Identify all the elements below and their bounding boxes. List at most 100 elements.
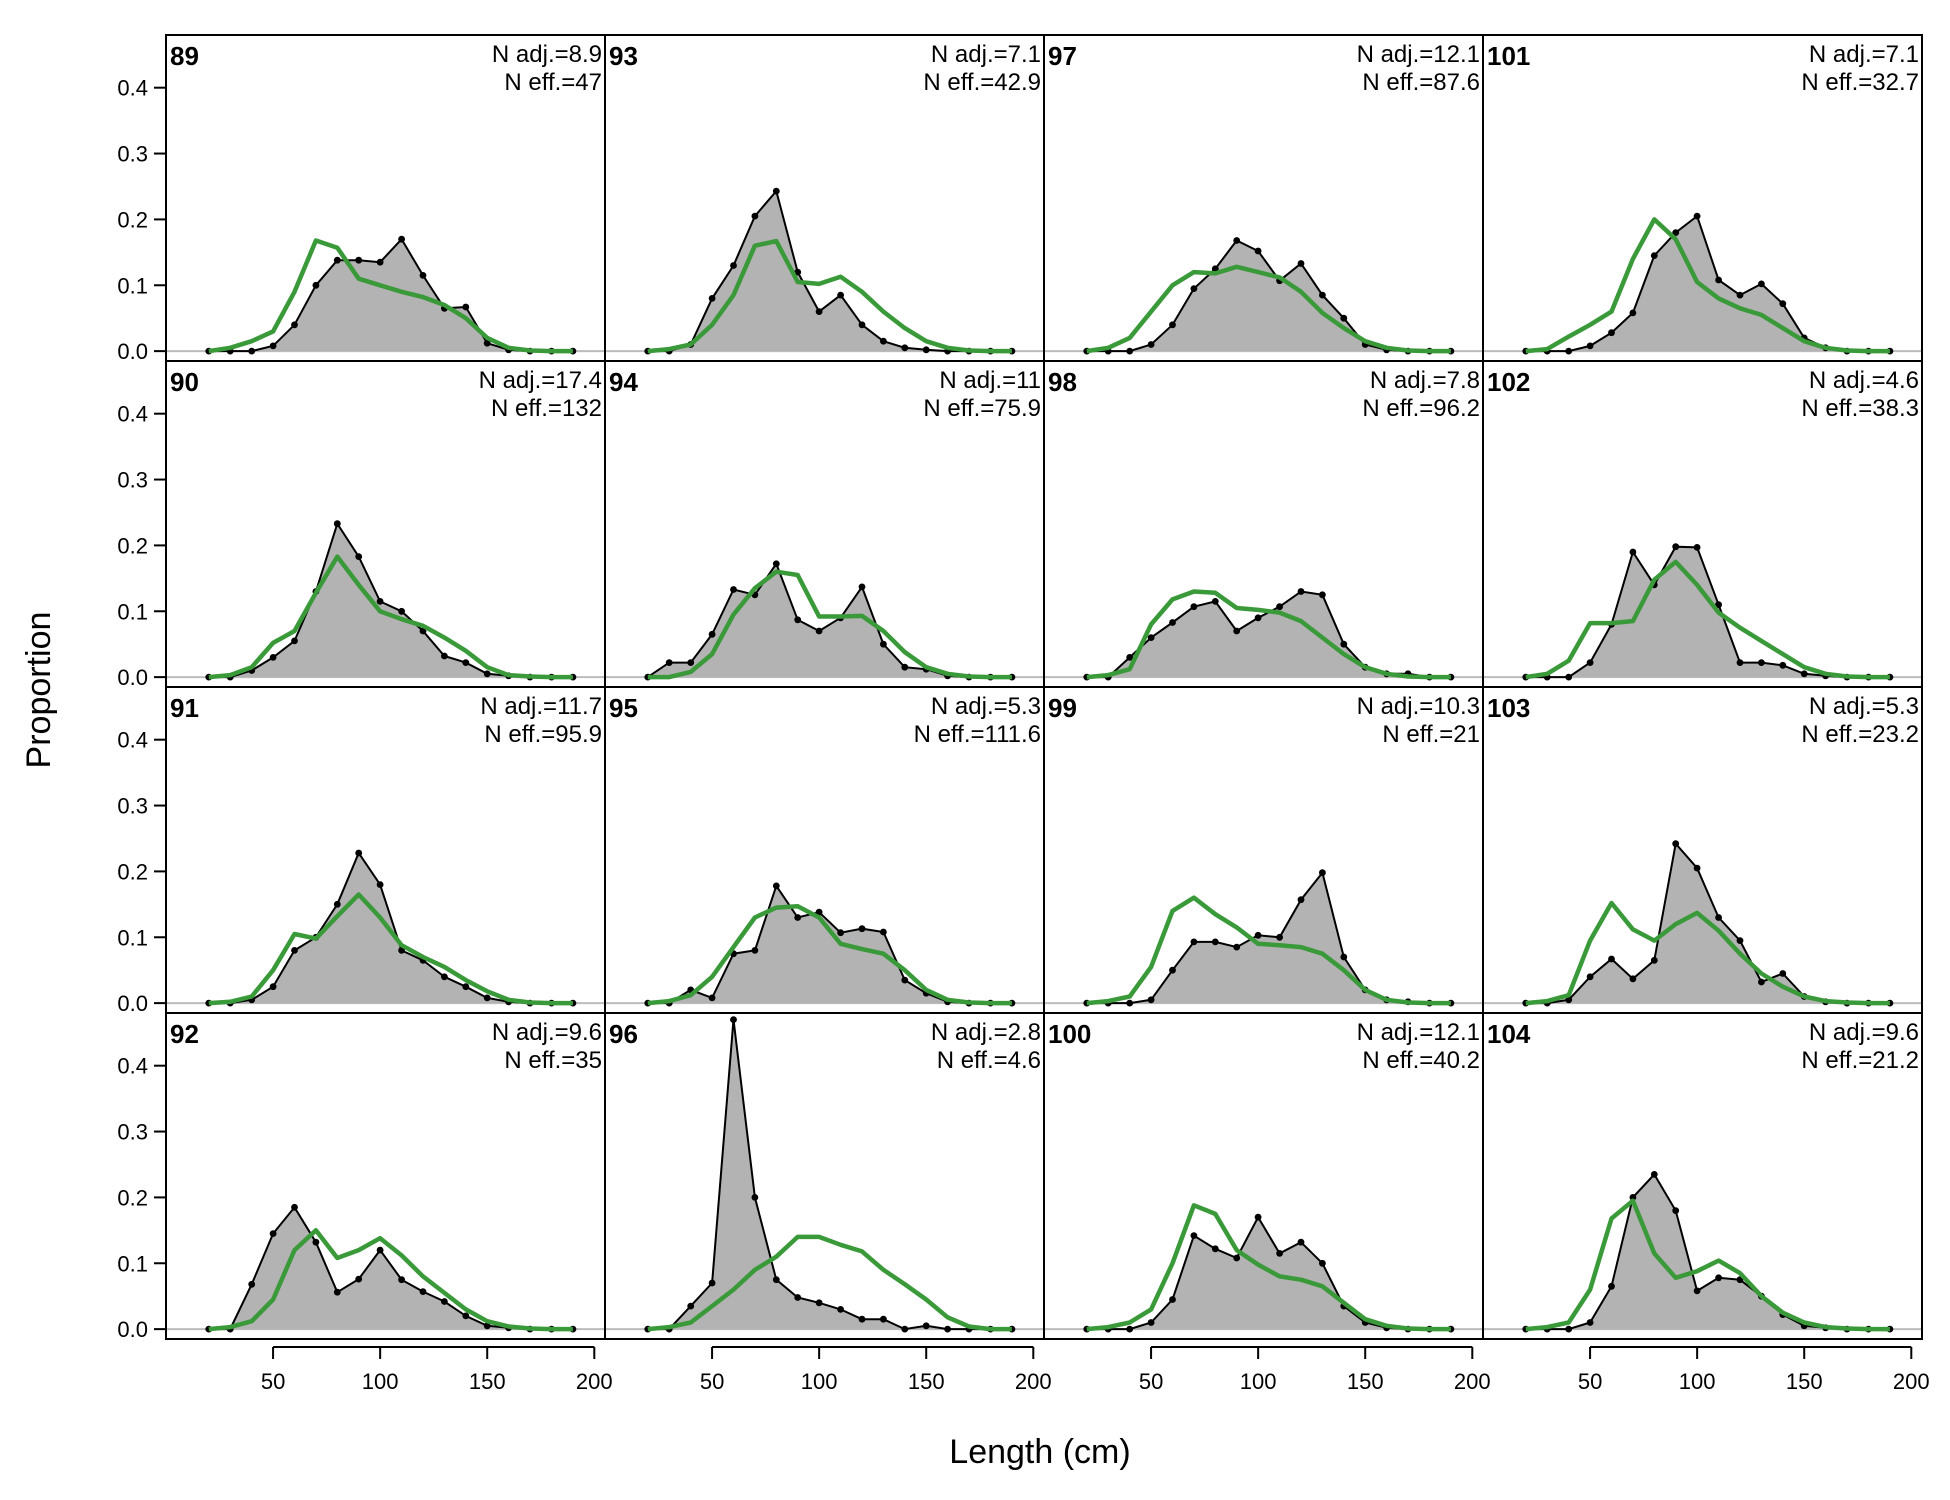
n-adj-label: N adj.=11 [939, 367, 1041, 394]
panel-label: 93 [609, 41, 638, 71]
observed-point [1233, 1254, 1241, 1262]
observed-area [1525, 1174, 1890, 1330]
observed-point [858, 583, 866, 591]
expected-line [647, 569, 1012, 680]
observed-point [248, 347, 256, 355]
observed-point [901, 663, 909, 671]
expected-line [1525, 1198, 1890, 1332]
panel-label: 98 [1048, 367, 1077, 397]
observed-point [1650, 1171, 1658, 1178]
observed-point [1340, 640, 1348, 648]
n-adj-label: N adj.=9.6 [492, 1019, 602, 1046]
observed-point [398, 1276, 405, 1284]
observed-point [1297, 260, 1305, 267]
expected-line [647, 238, 1012, 354]
observed-point [751, 1194, 759, 1201]
panel-98: 98 N adj.=7.8N eff.=96.2 [1043, 360, 1484, 688]
observed-point [1608, 329, 1615, 337]
observed-point [1190, 938, 1198, 946]
n-eff-label: N eff.=47 [504, 69, 602, 96]
n-eff-label: N eff.=21 [1382, 721, 1480, 748]
observed-point [1233, 627, 1241, 635]
n-eff-label: N eff.=40.2 [1362, 1047, 1480, 1074]
observed-point [1169, 1296, 1176, 1303]
x-tick-label: 50 [1139, 1369, 1163, 1394]
observed-point [1715, 276, 1722, 284]
observed-area [647, 1019, 1012, 1330]
observed-point [1650, 956, 1658, 964]
observed-point [333, 256, 341, 264]
observed-point [269, 342, 277, 350]
panel-101: 101 N adj.=7.1N eff.=32.7 [1482, 34, 1923, 362]
observed-point [794, 1294, 802, 1301]
observed-point [922, 346, 930, 354]
expected-line [208, 1228, 573, 1332]
observed-area [647, 191, 1012, 352]
n-adj-label: N adj.=7.8 [1370, 367, 1480, 394]
panel-label: 90 [170, 367, 199, 397]
observed-point [1297, 896, 1305, 904]
n-adj-label: N adj.=4.6 [1809, 367, 1919, 394]
observed-point [398, 607, 405, 615]
observed-point [398, 235, 405, 243]
expected-line [647, 904, 1012, 1006]
observed-point [1319, 291, 1326, 299]
observed-area [1086, 591, 1451, 678]
x-tick-label: 200 [576, 1369, 613, 1394]
panel-103: 103 N adj.=5.3N eff.=23.2 [1482, 686, 1923, 1014]
observed-point [333, 1288, 341, 1296]
observed-point [751, 212, 759, 220]
x-axis: 50 100 150 200 [261, 1346, 613, 1394]
y-tick-label: 0.1 [117, 273, 148, 298]
n-adj-label: N adj.=17.4 [479, 367, 602, 394]
panel-border [1482, 1012, 1923, 1340]
observed-point [880, 1315, 887, 1323]
observed-point [1779, 300, 1787, 308]
observed-point [483, 994, 491, 1002]
x-axis: 50 100 150 200 [1139, 1346, 1491, 1394]
observed-point [376, 1246, 384, 1254]
y-axis-title: Proportion [20, 612, 58, 769]
observed-point [1736, 937, 1744, 944]
x-axis: 50 100 150 200 [1578, 1346, 1930, 1394]
observed-point [1693, 212, 1701, 220]
observed-point [922, 1322, 930, 1330]
observed-point [1297, 588, 1305, 595]
observed-point [1211, 265, 1219, 273]
observed-point [730, 1016, 737, 1023]
x-tick-label: 50 [261, 1369, 285, 1394]
y-tick-label: 0.0 [117, 339, 148, 364]
n-adj-label: N adj.=5.3 [931, 693, 1041, 720]
observed-point [312, 1238, 320, 1246]
panel-label: 101 [1487, 41, 1530, 71]
observed-point [1147, 341, 1155, 348]
observed-point [1254, 614, 1262, 622]
observed-point [794, 616, 802, 624]
observed-point [1126, 1325, 1134, 1333]
observed-point [1147, 1319, 1155, 1326]
observed-point [269, 1230, 277, 1237]
expected-line [1086, 1203, 1451, 1332]
observed-point [1233, 943, 1241, 951]
observed-point [333, 900, 341, 908]
observed-point [730, 586, 737, 593]
y-tick-label: 0.0 [117, 1317, 148, 1342]
observed-point [1169, 619, 1176, 626]
panel-label: 99 [1048, 693, 1077, 723]
panel-label: 89 [170, 41, 199, 71]
n-eff-label: N eff.=96.2 [1362, 395, 1480, 422]
observed-point [355, 553, 363, 560]
observed-point [751, 947, 759, 954]
panel-label: 96 [609, 1019, 638, 1049]
observed-point [1169, 966, 1176, 974]
panel-89: 89 N adj.=8.9N eff.=47 [165, 34, 606, 362]
x-tick-label: 150 [1786, 1369, 1823, 1394]
observed-point [462, 659, 470, 666]
observed-point [1693, 1287, 1701, 1295]
observed-point [1565, 996, 1573, 1004]
observed-point [1319, 869, 1326, 877]
panel-96: 96 N adj.=2.8N eff.=4.6 [604, 1012, 1045, 1340]
observed-area [208, 239, 573, 352]
panel-95: 95 N adj.=5.3N eff.=111.6 [604, 686, 1045, 1014]
